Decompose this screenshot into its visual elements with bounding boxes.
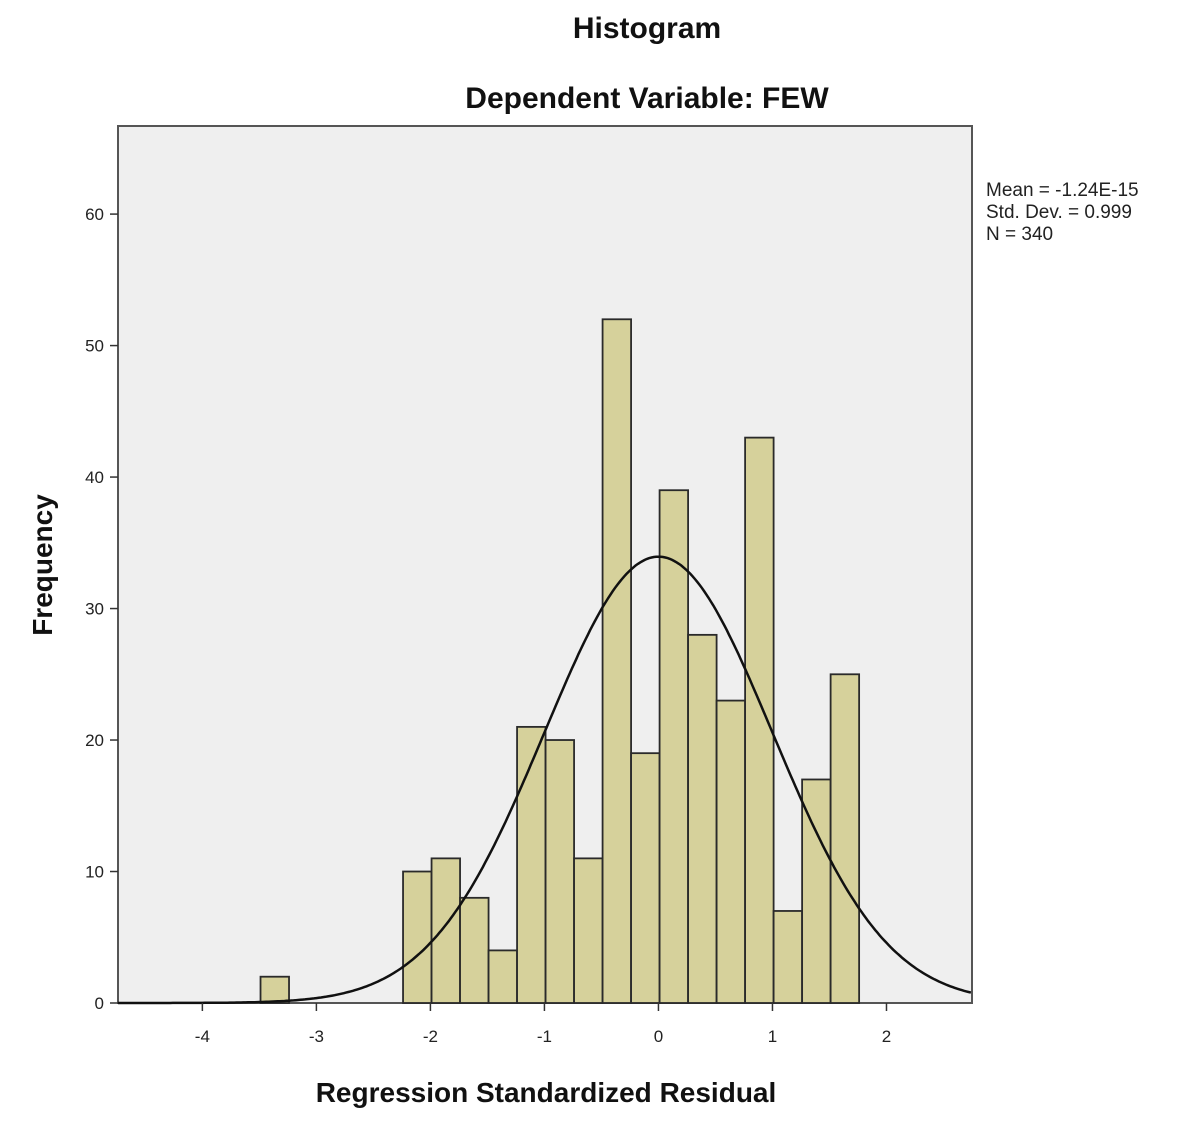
y-tick-label: 10 <box>85 863 104 882</box>
histogram-bar <box>516 725 547 1004</box>
x-tick-label: -4 <box>195 1027 210 1046</box>
histogram-bar <box>658 489 689 1004</box>
normal-curve <box>118 555 972 1005</box>
stats-line: Mean = -1.24E-15 <box>986 180 1139 201</box>
histogram-bar <box>687 633 718 1004</box>
x-tick-label: -2 <box>423 1027 438 1046</box>
histogram-bar <box>487 949 518 1004</box>
histogram-bar <box>772 910 804 1004</box>
histogram-bar <box>459 896 490 1004</box>
y-tick-label: 60 <box>85 205 104 224</box>
histogram-bar <box>573 857 604 1004</box>
x-tick-label: 2 <box>882 1027 891 1046</box>
chart-title: Histogram <box>573 12 721 45</box>
histogram-bar <box>744 436 775 1004</box>
y-tick-label: 20 <box>85 731 104 750</box>
x-tick-label: 1 <box>768 1027 777 1046</box>
stats-line: Std. Dev. = 0.999 <box>986 202 1132 223</box>
histogram-bar <box>402 870 433 1004</box>
y-tick-label: 50 <box>85 337 104 356</box>
chart-subtitle: Dependent Variable: FEW <box>465 82 829 115</box>
x-tick-label: -3 <box>309 1027 324 1046</box>
x-axis-label: Regression Standardized Residual <box>316 1077 777 1108</box>
histogram-bar <box>544 739 575 1004</box>
histogram-bar <box>829 673 861 1004</box>
x-tick-label: 0 <box>654 1027 663 1046</box>
histogram-bar <box>430 857 461 1004</box>
histogram-bar <box>601 318 632 1004</box>
histogram-bar <box>715 699 747 1004</box>
y-axis-label: Frequency <box>27 494 58 636</box>
stats-line: N = 340 <box>986 224 1053 245</box>
y-tick-label: 30 <box>85 600 104 619</box>
y-tick-label: 40 <box>85 468 104 487</box>
x-tick-label: -1 <box>537 1027 552 1046</box>
y-tick-label: 0 <box>95 994 104 1013</box>
histogram-bar <box>259 975 290 1004</box>
histogram-bar <box>630 752 661 1004</box>
histogram-bar <box>801 778 832 1004</box>
